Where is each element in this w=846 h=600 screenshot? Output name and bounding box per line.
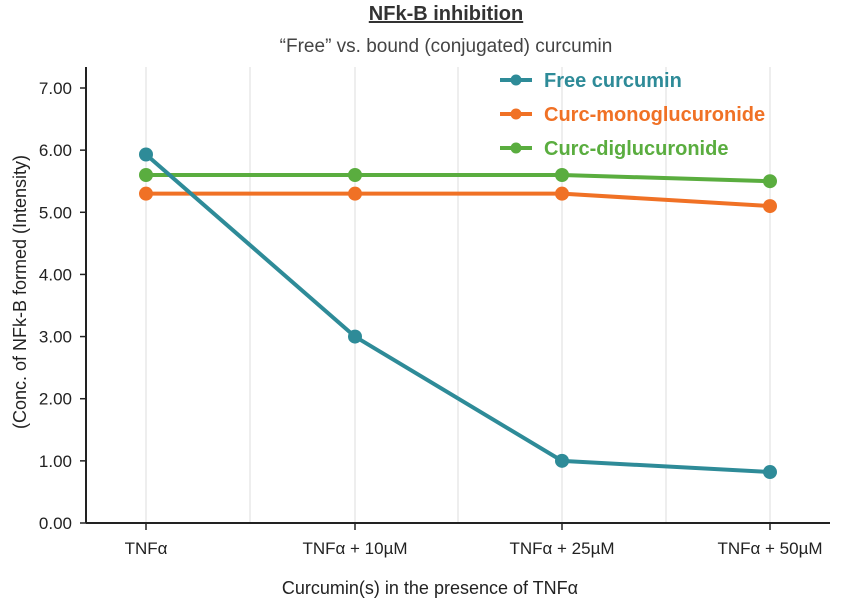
y-tick-labels: 0.00 1.00 2.00 3.00 4.00 5.00 6.00 7.00	[39, 79, 86, 533]
data-point	[348, 168, 362, 182]
data-point	[555, 453, 569, 468]
y-tick-label: 1.00	[39, 452, 72, 471]
data-point	[139, 147, 153, 162]
chart-title: NFk-B inhibition	[369, 3, 523, 25]
grid	[145, 67, 771, 523]
y-tick-label: 7.00	[39, 79, 72, 98]
y-tick-label: 2.00	[39, 390, 72, 409]
y-tick-label: 3.00	[39, 328, 72, 347]
legend-label: Free curcumin	[544, 70, 682, 92]
data-point	[555, 168, 569, 182]
data-point	[763, 465, 777, 480]
y-tick-label: 4.00	[39, 265, 72, 284]
y-tick-label: 5.00	[39, 203, 72, 222]
y-tick-label: 0.00	[39, 514, 72, 533]
legend: Free curcumin Curc-monoglucuronide Curc-di…	[500, 70, 765, 160]
y-axis-label: (Conc. of NFk-B formed (Intensity)	[10, 155, 30, 429]
x-tick-label: TNFα	[125, 539, 168, 558]
data-point	[348, 186, 362, 201]
data-point	[763, 199, 777, 214]
legend-label: Curc-monoglucuronide	[544, 104, 765, 126]
data-point	[555, 186, 569, 201]
series-line	[146, 173, 771, 184]
data-point	[348, 329, 362, 344]
legend-marker	[510, 108, 522, 120]
series-line	[146, 191, 771, 209]
x-tick-label: TNFα + 50µM	[717, 539, 822, 558]
data-point	[139, 168, 153, 182]
legend-label: Curc-diglucuronide	[544, 138, 728, 160]
x-axis-label: Curcumin(s) in the presence of TNFα	[282, 578, 578, 598]
x-tick-label: TNFα + 10µM	[302, 539, 407, 558]
chart-subtitle: “Free” vs. bound (conjugated) curcumin	[280, 36, 613, 57]
x-tick-label: TNFα + 25µM	[509, 539, 614, 558]
data-point	[763, 174, 777, 189]
series-line	[144, 152, 771, 475]
legend-marker	[510, 142, 522, 154]
data-point	[139, 186, 153, 201]
y-tick-label: 6.00	[39, 141, 72, 160]
series-group	[139, 147, 777, 480]
legend-marker	[510, 74, 522, 86]
x-tick-labels: TNFα TNFα + 10µM TNFα + 25µM TNFα + 50µM	[125, 523, 823, 558]
